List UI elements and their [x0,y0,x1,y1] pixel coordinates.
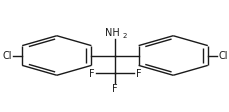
Text: 2: 2 [122,32,126,38]
Text: F: F [88,68,94,78]
Text: Cl: Cl [3,51,12,61]
Text: F: F [112,83,117,93]
Text: Cl: Cl [217,51,226,61]
Text: F: F [135,68,141,78]
Text: NH: NH [105,28,120,38]
